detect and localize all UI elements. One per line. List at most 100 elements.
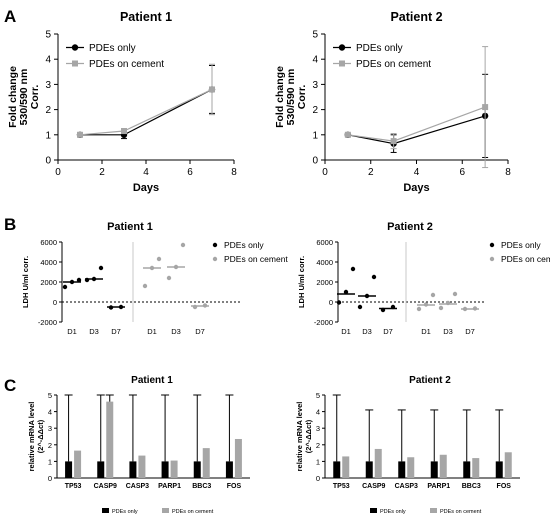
y-tick-label: 0 — [329, 298, 333, 307]
x-tick-label: D7 — [111, 327, 121, 336]
x-tick-label: 8 — [505, 167, 511, 178]
data-point — [336, 300, 342, 305]
legend-swatch — [430, 508, 437, 513]
x-tick-label: D1 — [421, 327, 431, 336]
x-axis-label: Days — [403, 182, 429, 194]
y-tick-label: 2 — [316, 441, 320, 450]
series-line-1 — [347, 106, 486, 142]
data-point — [462, 306, 468, 312]
y-tick-label: 0 — [45, 156, 51, 167]
bar — [97, 461, 105, 478]
panel-letter-a: A — [4, 7, 16, 26]
bar — [342, 456, 350, 478]
data-point — [142, 283, 148, 289]
y-axis-label: (2^-ΔΔct) — [36, 419, 45, 453]
x-tick-label: 8 — [231, 167, 237, 178]
chart-title: Patient 2 — [387, 221, 433, 233]
bar — [65, 461, 73, 478]
bar — [234, 438, 242, 478]
data-point — [380, 307, 386, 313]
x-tick-label: FOS — [497, 483, 512, 490]
y-tick-label: 1 — [316, 457, 320, 466]
data-point — [357, 304, 363, 310]
chart-b-patient1: Patient 1 -2000 0 2000 4000 6000 LDH U/ml corr… — [21, 221, 288, 336]
bar — [202, 448, 210, 478]
bar — [193, 461, 201, 478]
bar — [106, 401, 114, 478]
x-tick-label: CASP3 — [126, 483, 149, 490]
bar — [138, 455, 146, 478]
data-point — [156, 256, 162, 262]
legend-marker — [338, 44, 346, 51]
y-tick-label: 6000 — [40, 238, 57, 247]
chart-title: Patient 2 — [409, 375, 451, 386]
bar — [398, 461, 406, 478]
x-tick-label: 2 — [99, 167, 105, 178]
y-axis-label: relative mRNA level — [295, 402, 304, 472]
legend-marker — [71, 44, 79, 51]
series-line-0 — [80, 88, 213, 136]
data-point — [180, 242, 186, 248]
x-tick-label: D3 — [362, 327, 372, 336]
data-point — [98, 265, 104, 271]
x-tick-label: D7 — [383, 327, 393, 336]
x-tick-label: 0 — [322, 167, 328, 178]
data-point — [472, 306, 478, 311]
x-tick-label: 6 — [459, 167, 465, 178]
legend-marker — [212, 242, 218, 248]
legend-marker — [489, 256, 495, 262]
bar — [161, 461, 169, 478]
data-point — [149, 265, 155, 271]
data-point — [371, 274, 377, 280]
bar — [439, 454, 447, 478]
data-point — [91, 276, 97, 282]
data-point — [192, 304, 198, 310]
y-tick-label: 0 — [316, 474, 320, 483]
data-point — [445, 300, 451, 306]
y-tick-label: 6000 — [316, 238, 333, 247]
data-point — [76, 277, 82, 283]
y-axis-label: LDH U/ml corr. — [21, 256, 30, 308]
data-point — [390, 138, 397, 145]
x-tick-label: TP53 — [65, 483, 82, 490]
y-axis-label: LDH U/ml corr. — [297, 256, 306, 308]
y-tick-label: 1 — [312, 130, 318, 141]
data-point — [344, 131, 351, 138]
legend-swatch — [370, 508, 377, 513]
bar — [374, 448, 382, 478]
chart-a-patient1: Patient 1 0 1 2 3 4 5 0 2 4 6 8 Days Fold change 530/5… — [7, 10, 237, 194]
x-tick-label: CASP3 — [395, 483, 418, 490]
x-tick-label: D1 — [147, 327, 157, 336]
bar — [407, 457, 415, 478]
bar — [430, 461, 438, 478]
x-tick-label: 4 — [143, 167, 149, 178]
x-tick-label: CASP9 — [94, 483, 117, 490]
y-tick-label: 0 — [48, 474, 52, 483]
y-axis-label: 530/590 nm — [18, 69, 30, 126]
x-tick-label: 6 — [187, 167, 193, 178]
legend-label: PDEs on cement — [89, 59, 164, 70]
y-tick-label: 4 — [316, 408, 320, 417]
x-tick-label: PARP1 — [427, 483, 450, 490]
bar — [129, 461, 137, 478]
y-axis-label: (2^-ΔΔct) — [304, 419, 313, 453]
y-tick-label: 5 — [48, 391, 52, 400]
legend-label: PDEs only — [380, 509, 406, 515]
data-point — [209, 86, 215, 93]
data-point — [350, 266, 356, 272]
y-axis-label: Corr. — [296, 85, 308, 110]
legend-label: PDEs only — [112, 509, 138, 515]
chart-a-patient2: Patient 2 0 1 2 3 4 5 0 2 4 6 8 Days Fold change 530/5… — [274, 10, 511, 194]
data-point — [69, 279, 75, 285]
series-line-1 — [79, 88, 213, 136]
x-tick-label: PARP1 — [158, 483, 181, 490]
legend-marker — [72, 60, 78, 67]
data-point — [166, 275, 172, 281]
x-tick-label: FOS — [227, 483, 242, 490]
x-tick-label: D7 — [465, 327, 475, 336]
y-tick-label: 2 — [312, 105, 318, 116]
data-point — [108, 305, 114, 310]
x-tick-label: D3 — [171, 327, 181, 336]
x-tick-label: D3 — [89, 327, 99, 336]
